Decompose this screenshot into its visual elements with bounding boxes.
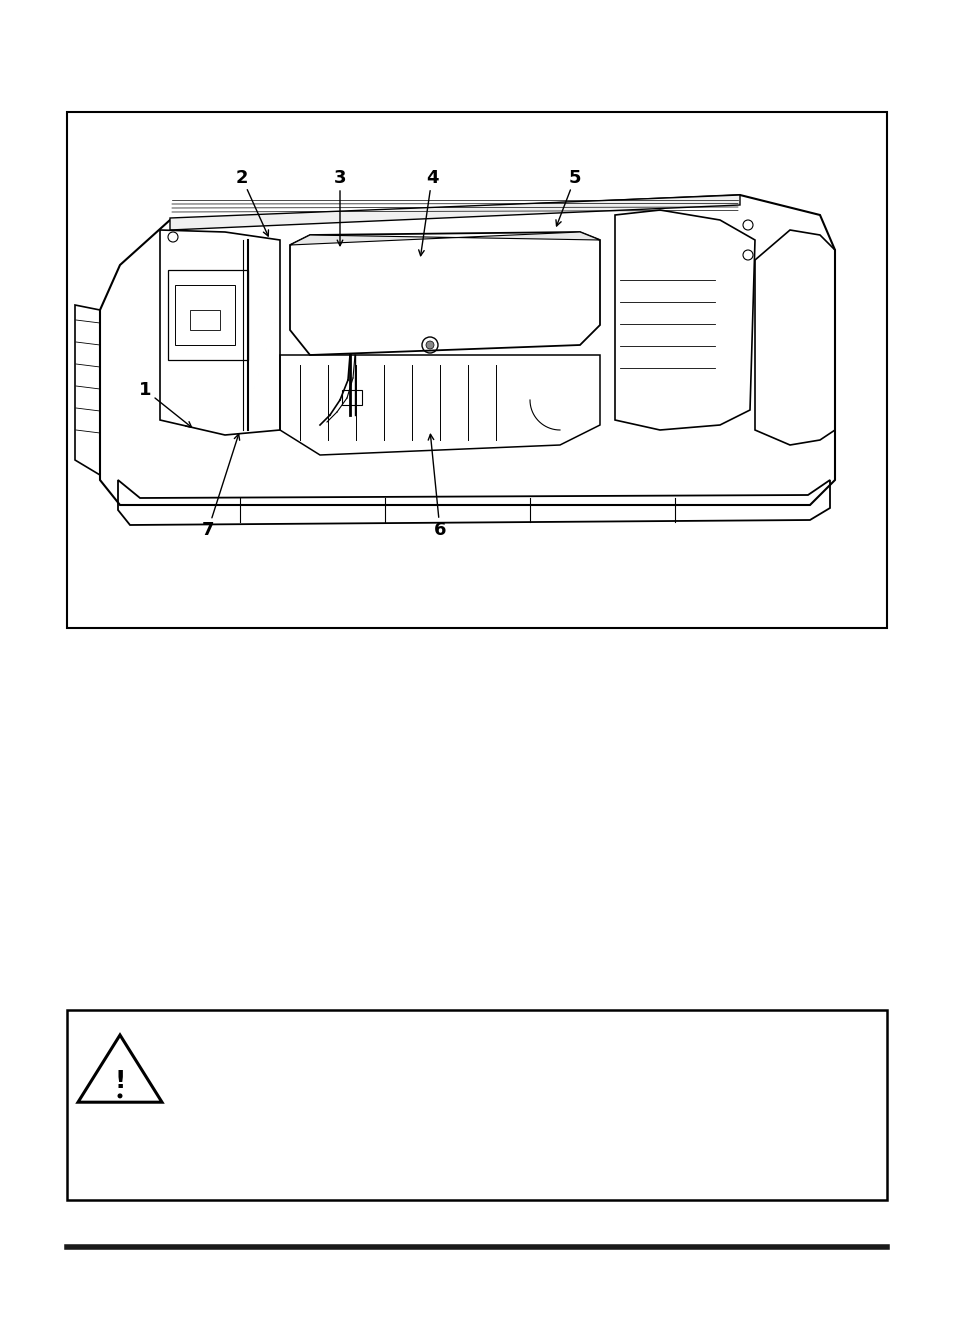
- Circle shape: [426, 341, 434, 349]
- Bar: [174, 285, 234, 345]
- Bar: [341, 390, 361, 405]
- Polygon shape: [170, 195, 740, 230]
- Text: 3: 3: [334, 168, 346, 187]
- Bar: [168, 270, 248, 359]
- Bar: [67, 112, 886, 628]
- Polygon shape: [290, 232, 599, 244]
- Text: !: !: [114, 1069, 126, 1093]
- Polygon shape: [78, 1035, 162, 1102]
- Text: 4: 4: [425, 168, 437, 187]
- Circle shape: [117, 1093, 122, 1098]
- Text: 6: 6: [434, 521, 446, 538]
- Text: 2: 2: [235, 168, 248, 187]
- Text: 5: 5: [568, 168, 580, 187]
- Text: 1: 1: [138, 381, 152, 399]
- Text: 7: 7: [201, 521, 214, 538]
- Bar: [190, 310, 220, 330]
- Bar: [67, 1010, 886, 1200]
